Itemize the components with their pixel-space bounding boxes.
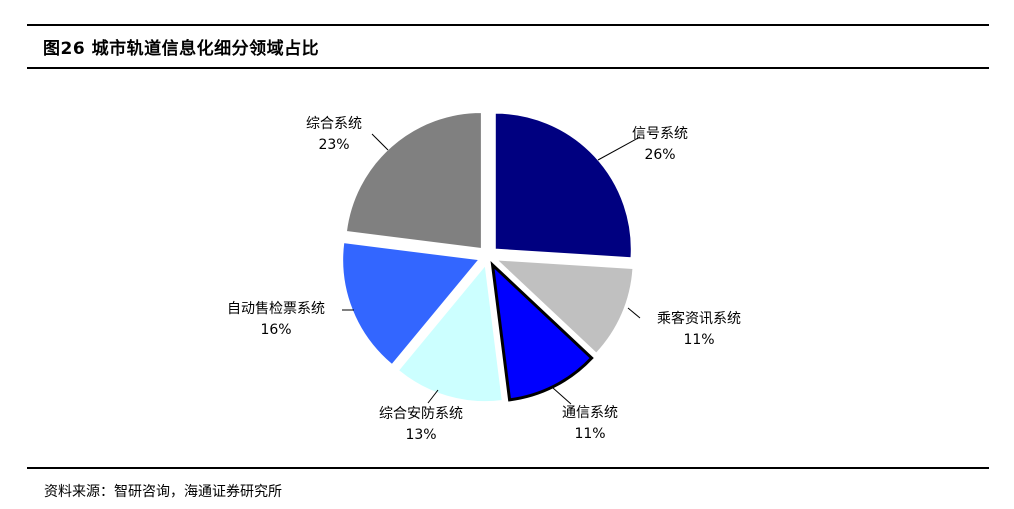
bottom-rule — [27, 467, 989, 469]
slice-name-label: 综合安防系统 — [379, 406, 463, 422]
slice-name-label: 乘客资讯系统 — [657, 310, 741, 327]
title-rule — [27, 67, 989, 69]
pie-slice — [490, 260, 594, 402]
slice-name-label: 综合系统 — [306, 116, 362, 132]
figure-title: 图26 城市轨道信息化细分领域占比 — [43, 39, 320, 59]
pie-slice — [495, 259, 634, 354]
top-rule — [27, 24, 989, 26]
slice-value-label: 16% — [260, 322, 291, 338]
pie-slice — [494, 112, 632, 259]
leader-line — [371, 133, 389, 151]
slice-name-label: 自动售检票系统 — [227, 301, 325, 317]
leader-line — [627, 307, 641, 319]
slice-name-label: 信号系统 — [632, 126, 688, 142]
slice-name-label: 通信系统 — [562, 405, 618, 421]
slice-value-label: 11% — [683, 332, 714, 348]
pie-slice — [397, 264, 503, 403]
slice-value-label: 13% — [405, 427, 436, 443]
source-note: 资料来源：智研咨询，海通证券研究所 — [44, 484, 282, 500]
slice-value-label: 11% — [574, 426, 605, 442]
leader-line — [597, 136, 641, 161]
slice-value-label: 23% — [318, 137, 349, 153]
pie-slice — [345, 111, 482, 250]
leader-line — [552, 387, 572, 405]
slice-value-label: 26% — [644, 147, 675, 163]
leader-line — [427, 389, 439, 404]
